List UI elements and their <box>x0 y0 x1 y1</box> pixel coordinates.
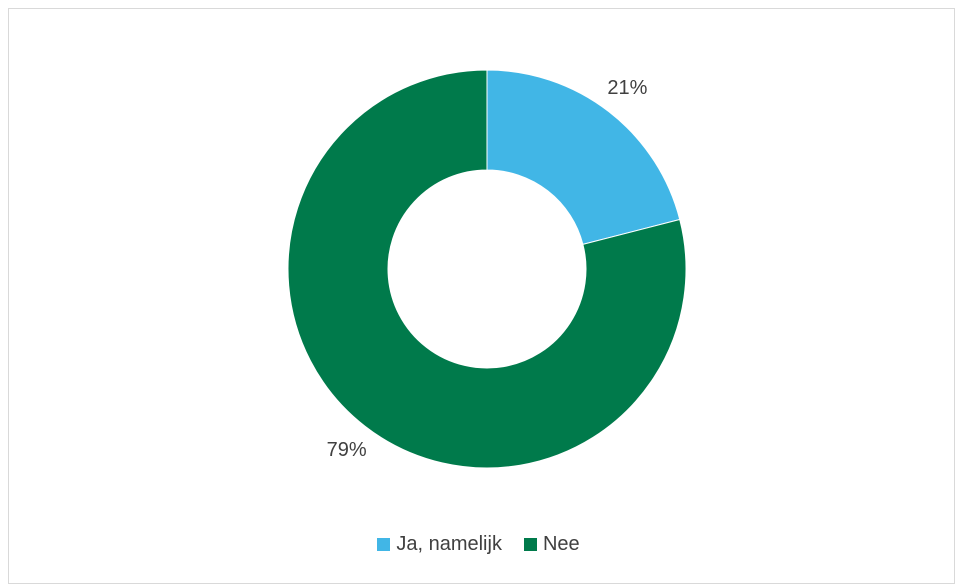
legend-item-nee: Nee <box>523 533 580 556</box>
legend-label-nee: Nee <box>542 533 580 555</box>
legend-swatch-nee <box>523 538 537 551</box>
data-label-nee: 79% <box>327 439 367 461</box>
donut-slice-ja-namelijk <box>486 69 681 245</box>
legend-swatch-ja-namelijk <box>377 538 391 551</box>
legend-item-ja-namelijk: Ja, namelijk <box>377 533 502 556</box>
legend-label-ja-namelijk: Ja, namelijk <box>396 533 502 555</box>
donut-slice-nee <box>287 69 687 469</box>
data-label-ja-namelijk: 21% <box>607 77 647 99</box>
legend: Ja, namelijk Nee <box>0 533 957 556</box>
